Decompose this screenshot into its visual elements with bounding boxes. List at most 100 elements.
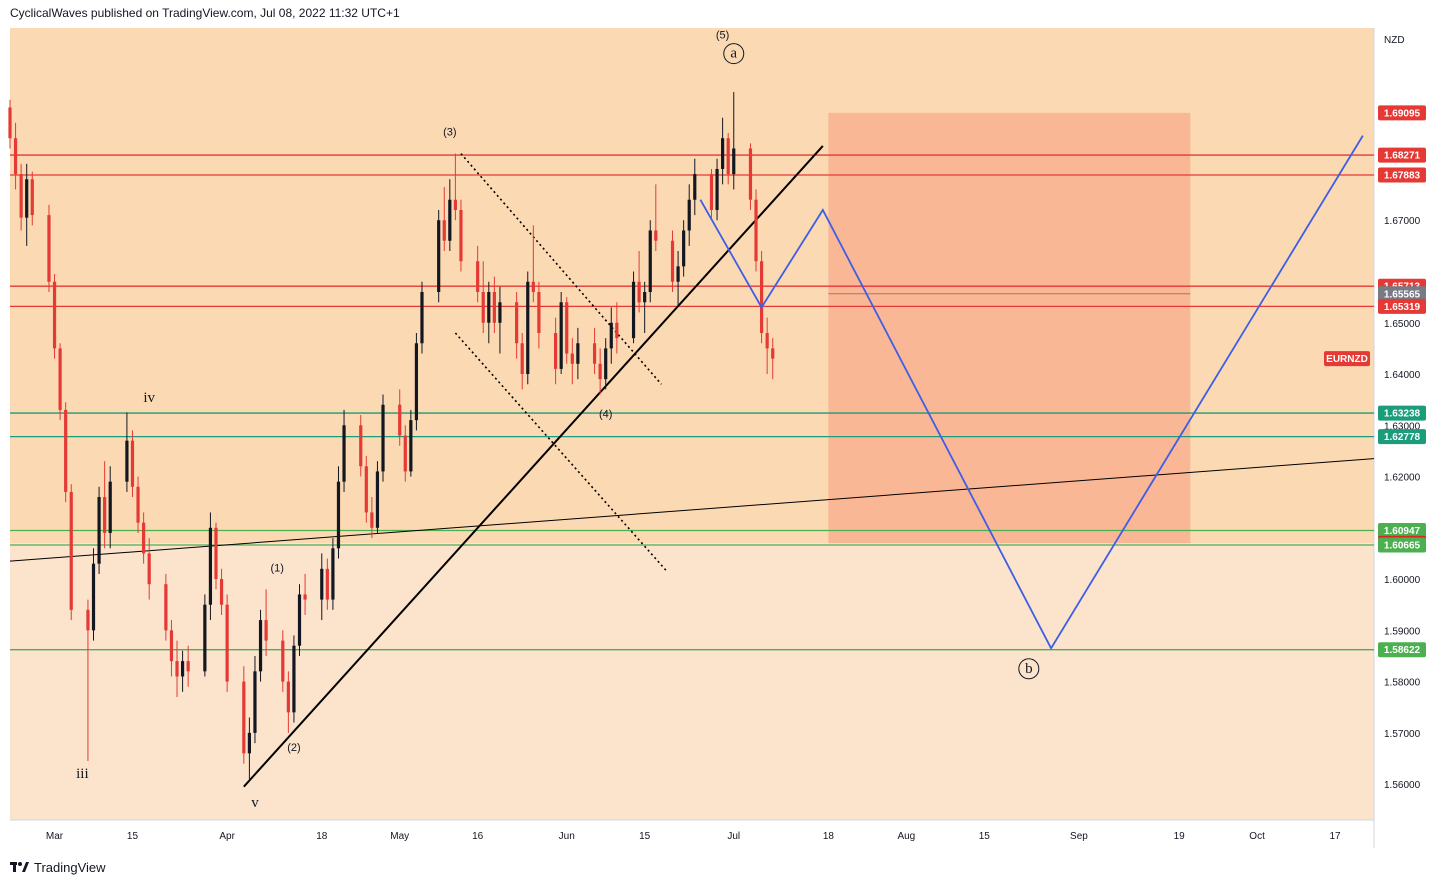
- candle-body[interactable]: [765, 333, 769, 349]
- candle-body[interactable]: [86, 609, 90, 631]
- trendline[interactable]: [460, 153, 662, 385]
- tradingview-logo-icon[interactable]: [10, 860, 30, 874]
- candle-body[interactable]: [437, 220, 441, 292]
- candle-body[interactable]: [342, 425, 346, 482]
- price-tag[interactable]: [1378, 642, 1426, 658]
- candle-body[interactable]: [559, 302, 563, 369]
- candle-body[interactable]: [398, 404, 402, 436]
- candle-body[interactable]: [30, 179, 34, 216]
- candle-body[interactable]: [676, 266, 680, 282]
- price-tag[interactable]: [1378, 286, 1426, 302]
- candle-body[interactable]: [498, 302, 502, 323]
- candle-body[interactable]: [721, 138, 725, 169]
- candle-body[interactable]: [520, 343, 524, 375]
- candle-body[interactable]: [164, 584, 168, 631]
- candle-body[interactable]: [253, 671, 257, 733]
- candle-body[interactable]: [175, 661, 179, 677]
- candle-body[interactable]: [381, 404, 385, 472]
- candle-body[interactable]: [648, 230, 652, 292]
- symbol-tag[interactable]: [1324, 351, 1370, 367]
- candle-body[interactable]: [370, 512, 374, 528]
- candle-body[interactable]: [320, 568, 324, 600]
- candle-body[interactable]: [25, 179, 29, 218]
- candle-body[interactable]: [47, 215, 51, 282]
- candle-body[interactable]: [403, 435, 407, 472]
- candle-body[interactable]: [442, 220, 446, 241]
- candle-body[interactable]: [487, 292, 491, 323]
- candle-body[interactable]: [670, 240, 675, 282]
- price-tag[interactable]: [1378, 537, 1426, 553]
- candle-body[interactable]: [13, 138, 18, 175]
- candle-body[interactable]: [19, 174, 23, 218]
- candle-body[interactable]: [637, 281, 641, 303]
- candle-body[interactable]: [448, 199, 452, 241]
- candle-body[interactable]: [643, 292, 647, 303]
- candle-body[interactable]: [147, 553, 151, 585]
- candle-body[interactable]: [325, 568, 329, 600]
- candle-body[interactable]: [476, 261, 480, 292]
- candle-body[interactable]: [615, 322, 619, 339]
- candle-body[interactable]: [592, 343, 597, 364]
- candle-body[interactable]: [771, 348, 775, 359]
- candle-body[interactable]: [203, 604, 207, 672]
- candle-body[interactable]: [97, 497, 101, 564]
- candle-body[interactable]: [570, 353, 574, 364]
- candle-body[interactable]: [225, 604, 229, 682]
- candle-body[interactable]: [214, 527, 218, 580]
- candle-body[interactable]: [459, 209, 463, 262]
- candle-body[interactable]: [108, 481, 112, 533]
- price-tag[interactable]: [1378, 167, 1426, 183]
- candle-body[interactable]: [258, 620, 263, 672]
- candle-body[interactable]: [69, 491, 73, 610]
- candle-body[interactable]: [142, 522, 146, 554]
- candle-body[interactable]: [219, 579, 224, 605]
- candle-body[interactable]: [297, 594, 302, 646]
- candle-body[interactable]: [565, 302, 569, 354]
- candle-body[interactable]: [52, 281, 57, 349]
- candle-body[interactable]: [292, 645, 296, 713]
- price-tag[interactable]: [1378, 405, 1426, 421]
- candle-body[interactable]: [169, 630, 174, 662]
- candle-body[interactable]: [8, 107, 12, 139]
- trendline[interactable]: [454, 332, 668, 572]
- footer-brand[interactable]: TradingView: [34, 859, 106, 875]
- price-tag[interactable]: [1378, 429, 1426, 445]
- candle-body[interactable]: [631, 281, 636, 339]
- candle-body[interactable]: [654, 230, 658, 241]
- candle-body[interactable]: [687, 199, 691, 231]
- candle-body[interactable]: [598, 363, 602, 380]
- candle-body[interactable]: [531, 281, 535, 292]
- candle-body[interactable]: [726, 138, 730, 175]
- candle-body[interactable]: [576, 343, 580, 364]
- candle-body[interactable]: [748, 148, 753, 200]
- price-tag[interactable]: [1378, 147, 1426, 163]
- candle-body[interactable]: [186, 661, 190, 672]
- candle-body[interactable]: [526, 281, 530, 375]
- candle-body[interactable]: [136, 486, 140, 523]
- candle-body[interactable]: [331, 548, 335, 600]
- trendline[interactable]: [243, 145, 824, 788]
- candle-body[interactable]: [715, 168, 719, 210]
- candle-body[interactable]: [64, 409, 68, 492]
- candle-body[interactable]: [732, 148, 736, 175]
- candle-body[interactable]: [247, 732, 251, 754]
- candle-body[interactable]: [180, 661, 185, 677]
- candle-body[interactable]: [364, 466, 368, 513]
- candle-body[interactable]: [693, 174, 697, 200]
- candle-body[interactable]: [58, 348, 62, 410]
- candle-body[interactable]: [754, 199, 758, 262]
- candle-body[interactable]: [554, 333, 558, 369]
- candle-body[interactable]: [208, 527, 213, 605]
- candle-body[interactable]: [537, 292, 541, 334]
- candle-body[interactable]: [375, 471, 380, 528]
- candle-body[interactable]: [453, 199, 457, 210]
- candle-body[interactable]: [336, 481, 341, 549]
- candle-body[interactable]: [481, 292, 485, 323]
- target-zone-box[interactable]: [828, 112, 1191, 544]
- projection-line[interactable]: [699, 135, 1364, 651]
- candle-body[interactable]: [91, 563, 96, 631]
- candle-body[interactable]: [420, 292, 424, 344]
- candle-body[interactable]: [492, 292, 496, 323]
- candle-body[interactable]: [682, 230, 686, 267]
